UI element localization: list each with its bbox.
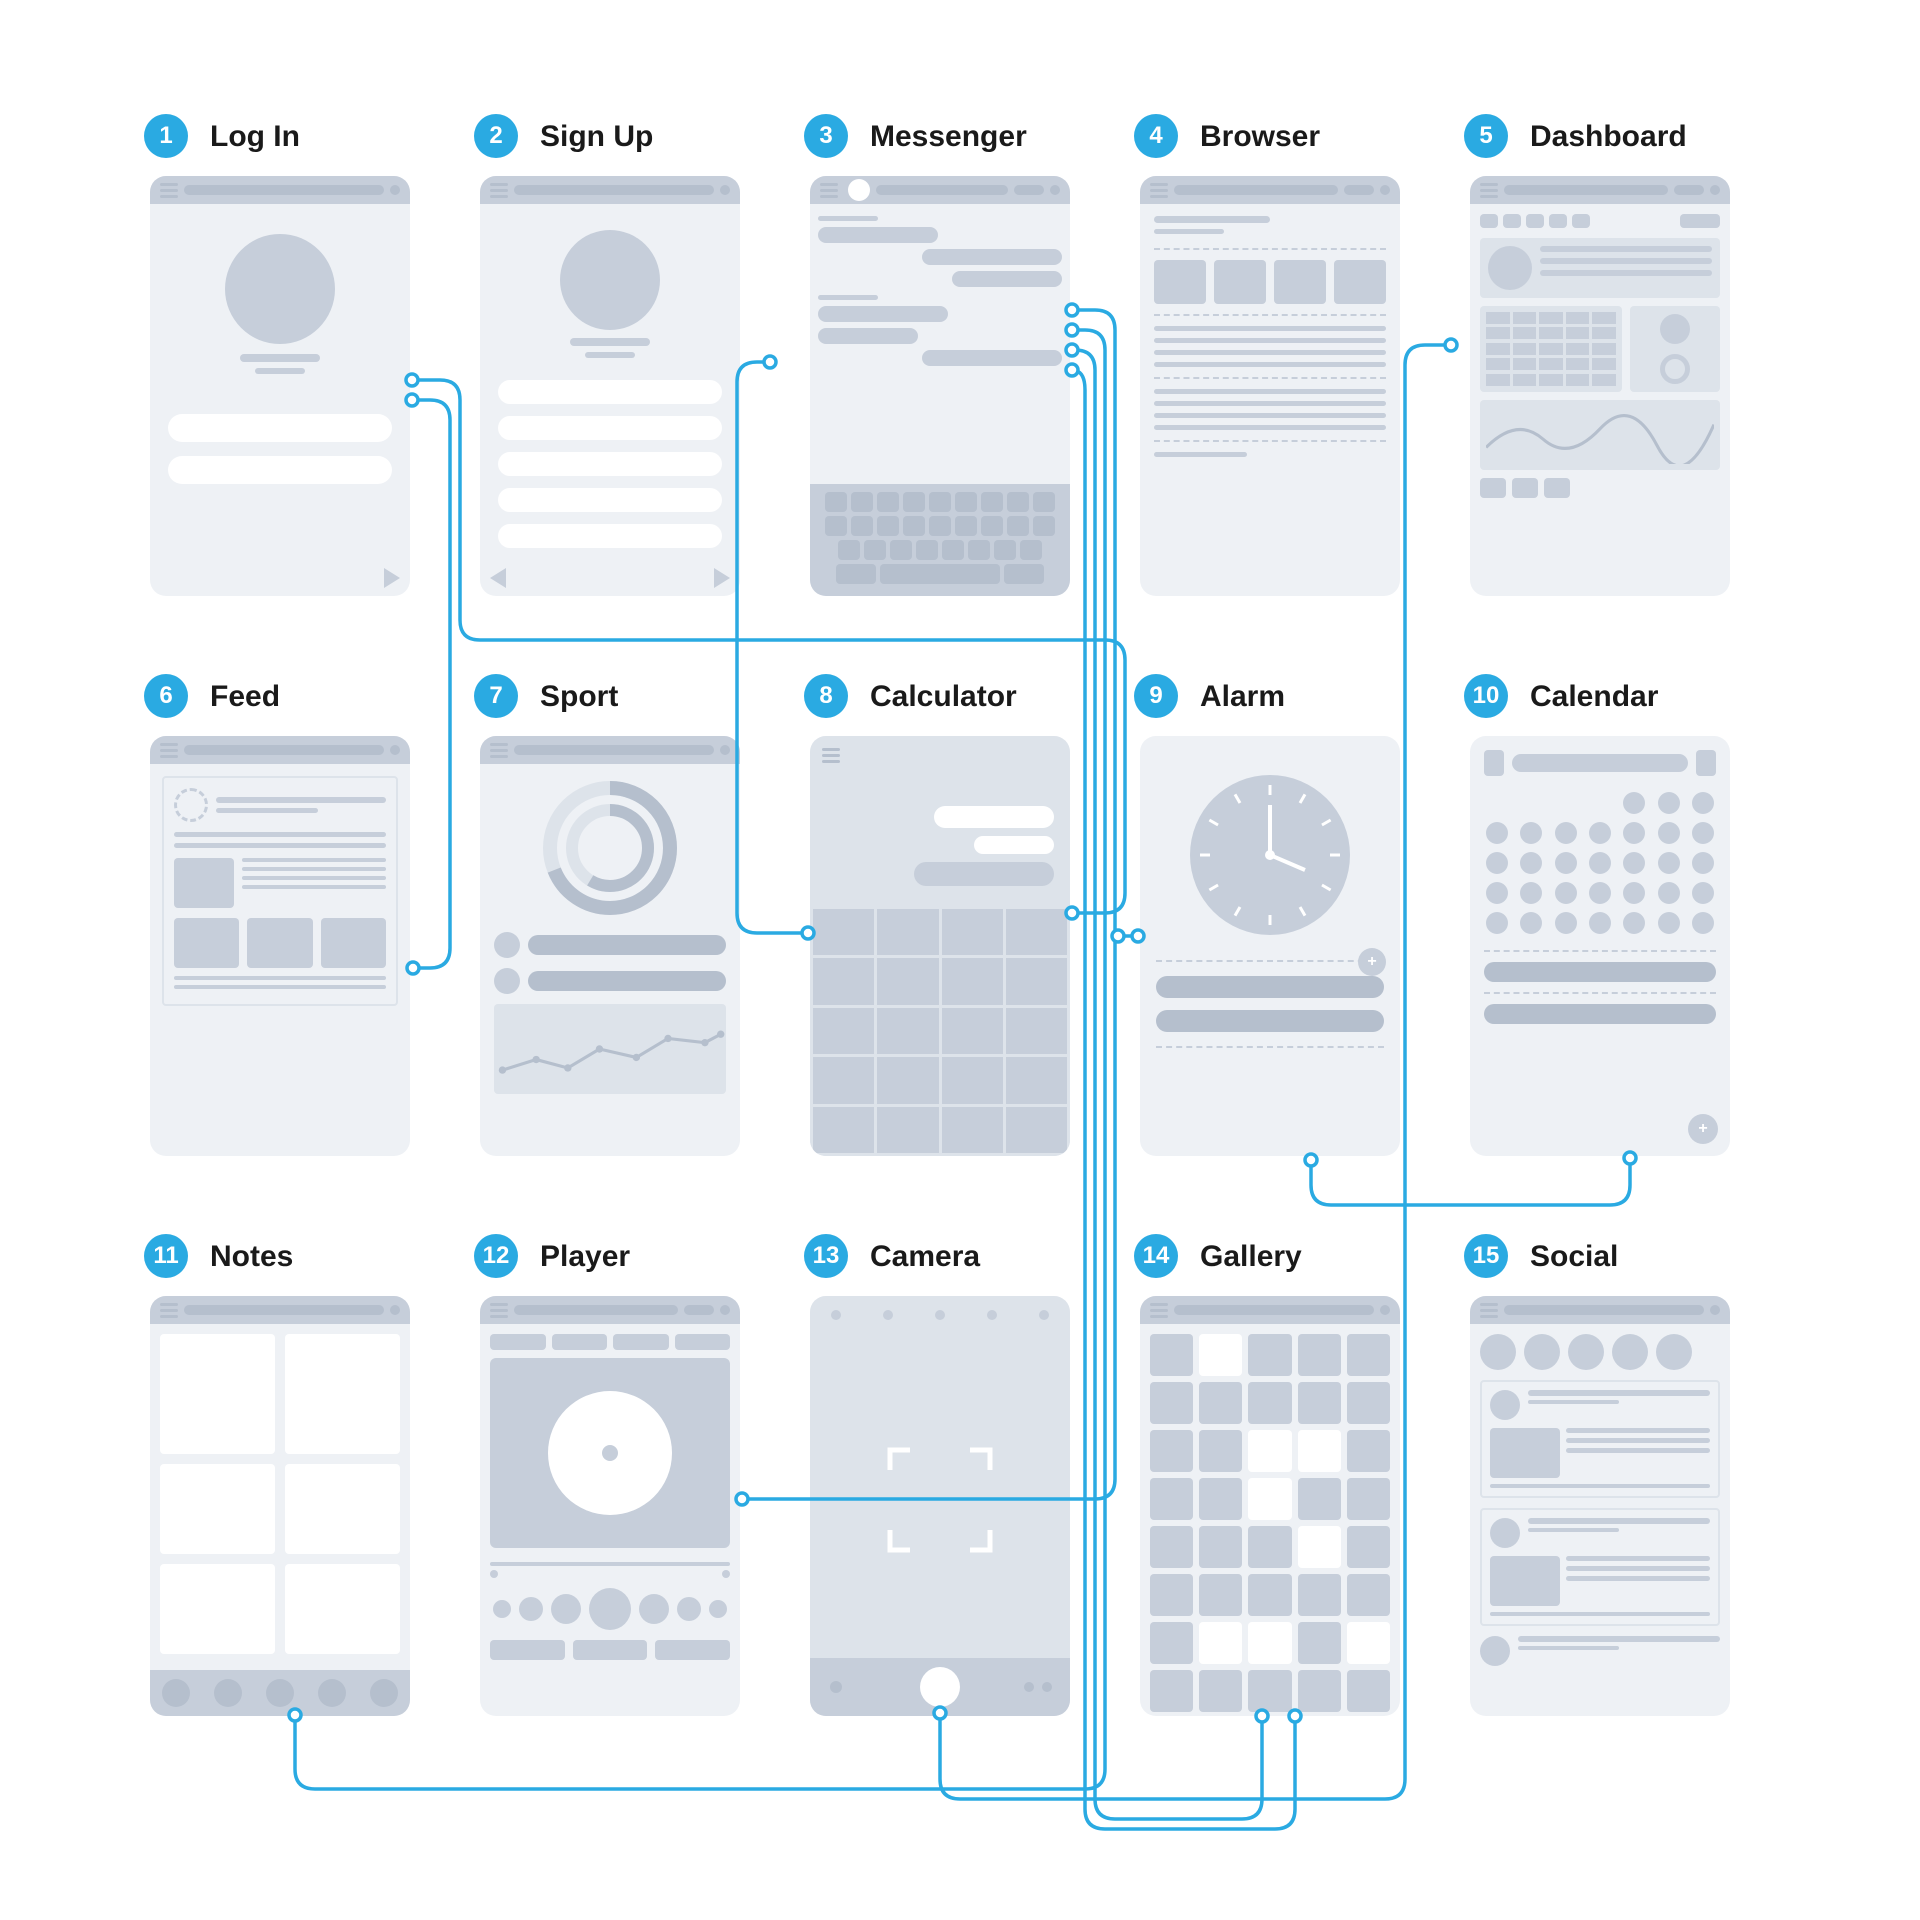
screen-number-badge: 4 [1134,114,1178,158]
screen-number-badge: 5 [1464,114,1508,158]
screen-title: Sign Up [540,120,653,154]
screen-title: Gallery [1200,1240,1302,1274]
wireframe-camera [810,1296,1070,1716]
screen-title: Notes [210,1240,293,1274]
screen-title: Messenger [870,120,1027,154]
screen-number-badge: 12 [474,1234,518,1278]
screen-number-badge: 10 [1464,674,1508,718]
wireframe-signup [480,176,740,596]
wireframe-calculator [810,736,1070,1156]
screen-title: Camera [870,1240,980,1274]
wireframe-player [480,1296,740,1716]
screen-number-badge: 3 [804,114,848,158]
wireframe-sport [480,736,740,1156]
screen-number-badge: 9 [1134,674,1178,718]
screen-title: Sport [540,680,618,714]
screen-title: Browser [1200,120,1320,154]
screen-title: Feed [210,680,280,714]
screen-number-badge: 8 [804,674,848,718]
screen-number-badge: 15 [1464,1234,1508,1278]
screen-title: Alarm [1200,680,1285,714]
wireframe-login [150,176,410,596]
screen-number-badge: 1 [144,114,188,158]
wireframe-browser [1140,176,1400,596]
wireframe-notes [150,1296,410,1716]
screen-number-badge: 6 [144,674,188,718]
screen-title: Calendar [1530,680,1658,714]
wireframe-gallery [1140,1296,1400,1716]
screen-title: Log In [210,120,300,154]
wireframe-alarm: + [1140,736,1400,1156]
wireframe-calendar: + [1470,736,1730,1156]
wireframe-messenger [810,176,1070,596]
screen-title: Dashboard [1530,120,1687,154]
screen-title: Player [540,1240,630,1274]
screen-number-badge: 13 [804,1234,848,1278]
wireframe-dashboard [1470,176,1730,596]
screen-number-badge: 2 [474,114,518,158]
wireframe-feed [150,736,410,1156]
screen-title: Social [1530,1240,1618,1274]
screen-number-badge: 7 [474,674,518,718]
wireframe-social [1470,1296,1730,1716]
screen-title: Calculator [870,680,1017,714]
screen-number-badge: 14 [1134,1234,1178,1278]
screen-number-badge: 11 [144,1234,188,1278]
